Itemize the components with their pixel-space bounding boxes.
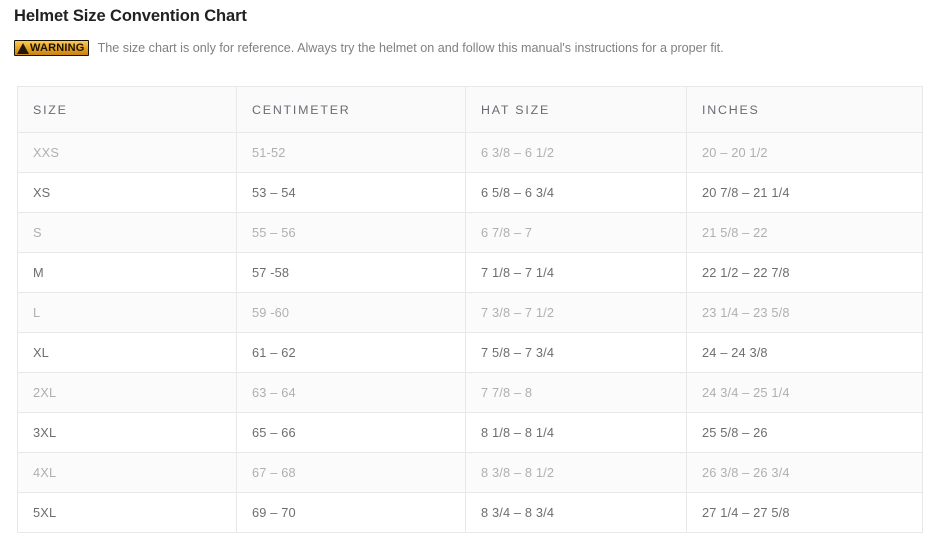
cell-inches: 22 1/2 – 22 7/8 — [686, 252, 923, 293]
cell-size: XL — [17, 332, 237, 373]
cell-hat-size: 7 3/8 – 7 1/2 — [465, 292, 687, 333]
cell-size: L — [17, 292, 237, 333]
cell-inches: 23 1/4 – 23 5/8 — [686, 292, 923, 333]
cell-inches: 21 5/8 – 22 — [686, 212, 923, 253]
cell-hat-size: 6 5/8 – 6 3/4 — [465, 172, 687, 213]
helmet-size-convention-table: SIZE CENTIMETER HAT SIZE INCHES XXS 51-52… — [17, 86, 923, 533]
cell-centimeter: 61 – 62 — [236, 332, 466, 373]
cell-centimeter: 57 -58 — [236, 252, 466, 293]
cell-hat-size: 7 5/8 – 7 3/4 — [465, 332, 687, 373]
cell-centimeter: 55 – 56 — [236, 212, 466, 253]
table-header-row: SIZE CENTIMETER HAT SIZE INCHES — [17, 86, 923, 133]
cell-inches: 20 7/8 – 21 1/4 — [686, 172, 923, 213]
cell-inches: 26 3/8 – 26 3/4 — [686, 452, 923, 493]
cell-size: 5XL — [17, 492, 237, 533]
cell-size: S — [17, 212, 237, 253]
cell-inches: 24 – 24 3/8 — [686, 332, 923, 373]
cell-inches: 25 5/8 – 26 — [686, 412, 923, 453]
cell-centimeter: 53 – 54 — [236, 172, 466, 213]
cell-size: 3XL — [17, 412, 237, 453]
table-row: 5XL 69 – 70 8 3/4 – 8 3/4 27 1/4 – 27 5/8 — [17, 492, 923, 533]
column-header-hat-size: HAT SIZE — [465, 86, 687, 133]
table-row: L 59 -60 7 3/8 – 7 1/2 23 1/4 – 23 5/8 — [17, 292, 923, 333]
cell-inches: 20 – 20 1/2 — [686, 132, 923, 173]
cell-hat-size: 7 1/8 – 7 1/4 — [465, 252, 687, 293]
cell-size: XXS — [17, 132, 237, 173]
table-row: M 57 -58 7 1/8 – 7 1/4 22 1/2 – 22 7/8 — [17, 252, 923, 293]
cell-hat-size: 8 3/4 – 8 3/4 — [465, 492, 687, 533]
cell-size: 4XL — [17, 452, 237, 493]
cell-size: XS — [17, 172, 237, 213]
warning-notice: WARNING The size chart is only for refer… — [14, 38, 724, 58]
table-header: SIZE CENTIMETER HAT SIZE INCHES — [17, 86, 923, 133]
page-title: Helmet Size Convention Chart — [14, 7, 247, 25]
cell-centimeter: 69 – 70 — [236, 492, 466, 533]
table-row: 4XL 67 – 68 8 3/8 – 8 1/2 26 3/8 – 26 3/4 — [17, 452, 923, 493]
table-row: 2XL 63 – 64 7 7/8 – 8 24 3/4 – 25 1/4 — [17, 372, 923, 413]
table-row: XXS 51-52 6 3/8 – 6 1/2 20 – 20 1/2 — [17, 132, 923, 173]
cell-centimeter: 65 – 66 — [236, 412, 466, 453]
table-row: S 55 – 56 6 7/8 – 7 21 5/8 – 22 — [17, 212, 923, 253]
cell-size: M — [17, 252, 237, 293]
cell-size: 2XL — [17, 372, 237, 413]
cell-centimeter: 51-52 — [236, 132, 466, 173]
warning-badge: WARNING — [14, 40, 89, 56]
column-header-size: SIZE — [17, 86, 237, 133]
table-row: XL 61 – 62 7 5/8 – 7 3/4 24 – 24 3/8 — [17, 332, 923, 373]
cell-hat-size: 7 7/8 – 8 — [465, 372, 687, 413]
cell-hat-size: 6 3/8 – 6 1/2 — [465, 132, 687, 173]
table-row: XS 53 – 54 6 5/8 – 6 3/4 20 7/8 – 21 1/4 — [17, 172, 923, 213]
cell-hat-size: 8 3/8 – 8 1/2 — [465, 452, 687, 493]
cell-hat-size: 6 7/8 – 7 — [465, 212, 687, 253]
cell-centimeter: 63 – 64 — [236, 372, 466, 413]
table-row: 3XL 65 – 66 8 1/8 – 8 1/4 25 5/8 – 26 — [17, 412, 923, 453]
column-header-centimeter: CENTIMETER — [236, 86, 466, 133]
cell-centimeter: 67 – 68 — [236, 452, 466, 493]
cell-hat-size: 8 1/8 – 8 1/4 — [465, 412, 687, 453]
size-table-container: SIZE CENTIMETER HAT SIZE INCHES XXS 51-52… — [17, 86, 923, 533]
cell-centimeter: 59 -60 — [236, 292, 466, 333]
warning-triangle-icon — [17, 42, 29, 54]
warning-notice-text: The size chart is only for reference. Al… — [97, 41, 724, 55]
table-body: XXS 51-52 6 3/8 – 6 1/2 20 – 20 1/2 XS 53 – 5… — [17, 132, 923, 533]
cell-inches: 24 3/4 – 25 1/4 — [686, 372, 923, 413]
warning-badge-label: WARNING — [30, 42, 85, 54]
column-header-inches: INCHES — [686, 86, 923, 133]
cell-inches: 27 1/4 – 27 5/8 — [686, 492, 923, 533]
